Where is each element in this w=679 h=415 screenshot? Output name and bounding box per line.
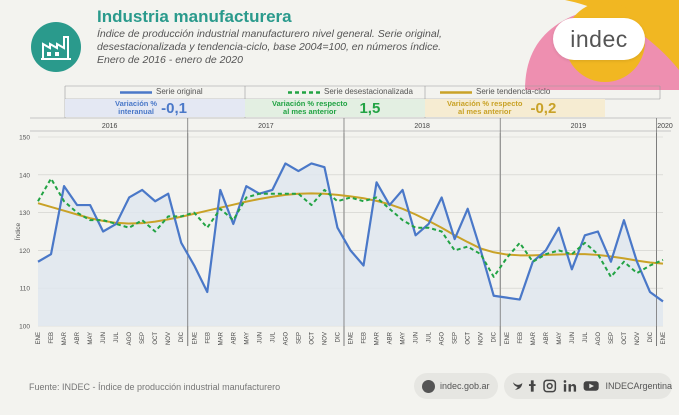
stat-tendencia: Variación % respecto al mes anterior -0,… (447, 99, 557, 117)
instagram-icon[interactable] (543, 379, 557, 393)
facebook-icon[interactable] (528, 380, 536, 392)
x-tick-label: ENE (36, 332, 42, 344)
x-tick-label: DIC (179, 331, 185, 342)
factory-icon (31, 22, 81, 72)
indec-small-icon (422, 379, 435, 393)
chart: 2016 2017 2018 2019 2020 100 110 120 130 140 150 Ín… (13, 117, 673, 346)
website-pill[interactable]: indec.gob.ar (414, 373, 498, 399)
year-label: 2020 (657, 123, 673, 130)
stat-interanual: Variación % interanual -0,1 (115, 99, 187, 117)
x-tick-label: OCT (153, 332, 159, 345)
x-tick-label: JUL (270, 331, 276, 342)
x-tick-label: MAR (62, 331, 68, 345)
x-tick-label: JUL (427, 331, 433, 342)
x-tick-label: AGO (440, 332, 446, 346)
x-tick-label: JUL (114, 331, 120, 342)
x-tick-label: DIC (335, 331, 341, 342)
x-tick-label: AGO (596, 332, 602, 346)
twitter-icon[interactable] (512, 382, 523, 390)
x-tick-label: NOV (166, 332, 172, 345)
x-tick-label: ENE (661, 332, 667, 344)
x-tick-label: FEB (362, 332, 368, 344)
x-tick-label: MAR (375, 331, 381, 345)
x-tick-label: JUN (570, 332, 576, 344)
x-tick-label: ENE (349, 332, 355, 344)
y-tick-label: 100 (19, 324, 30, 331)
legend-original: Serie original (156, 87, 203, 96)
x-tick-label: MAR (218, 331, 224, 345)
x-tick-label: NOV (479, 332, 485, 345)
y-tick-label: 130 (19, 210, 30, 217)
x-tick-label: FEB (205, 332, 211, 344)
x-tick-label: ENE (505, 332, 511, 344)
x-tick-label: OCT (622, 332, 628, 345)
y-tick-label: 140 (19, 172, 30, 179)
x-tick-label: SEP (296, 332, 302, 344)
x-tick-label: MAY (401, 332, 407, 345)
stat-interanual-value: -0,1 (161, 99, 187, 117)
series-line-desest (37, 177, 664, 278)
x-tick-label: JUN (414, 332, 420, 344)
source-note: Fuente: INDEC - Índice de producción ind… (29, 382, 281, 392)
x-tick-label: MAY (244, 332, 250, 345)
x-tick-label: OCT (466, 332, 472, 345)
x-tick-label: SEP (453, 332, 459, 344)
year-label: 2018 (414, 123, 430, 130)
x-tick-label: MAR (531, 331, 537, 345)
y-tick-label: 110 (20, 286, 31, 293)
x-tick-label: ABR (544, 331, 550, 344)
year-label: 2019 (571, 123, 587, 130)
x-tick-label: JUN (101, 332, 107, 344)
x-tick-label: FEB (518, 332, 524, 344)
youtube-icon[interactable] (583, 381, 599, 391)
x-tick-label: MAY (557, 332, 563, 345)
page-title: Industria manufacturera (97, 7, 292, 26)
y-tick-label: 150 (19, 135, 30, 142)
x-tick-label: AGO (283, 332, 289, 346)
social-handle[interactable]: INDECArgentina (605, 381, 672, 391)
x-tick-label: FEB (49, 332, 55, 344)
x-tick-label: DIC (648, 331, 654, 342)
stat-desest: Variación % respecto al mes anterior 1,5 (272, 99, 381, 117)
x-tick-label: MAY (88, 332, 94, 345)
x-tick-label: ABR (231, 331, 237, 344)
series-line-tendencia (37, 192, 664, 265)
linkedin-icon[interactable] (563, 380, 577, 392)
x-tick-label: SEP (140, 332, 146, 344)
year-label: 2017 (258, 123, 274, 130)
x-tick-label: JUL (583, 331, 589, 342)
y-tick-label: 120 (19, 248, 30, 255)
indec-logo[interactable]: indec (553, 18, 645, 60)
x-tick-label: ABR (75, 331, 81, 344)
x-tick-label: DIC (492, 331, 498, 342)
legend-panel (64, 85, 661, 118)
x-tick-label: NOV (635, 332, 641, 345)
page-subtitle: Índice de producción industrial manufact… (97, 28, 442, 66)
year-label: 2016 (102, 123, 118, 130)
stat-tendencia-value: -0,2 (530, 99, 557, 117)
y-axis-label: Índice (13, 222, 22, 240)
x-tick-label: AGO (127, 332, 133, 346)
x-tick-label: ABR (388, 331, 394, 344)
x-tick-label: ENE (192, 332, 198, 344)
legend-desest: Serie desestacionalizada (324, 87, 413, 96)
stat-desest-value: 1,5 (359, 99, 381, 117)
series-line-original (37, 162, 664, 303)
website-link[interactable]: indec.gob.ar (440, 381, 490, 391)
legend-tendencia: Serie tendencia-ciclo (476, 87, 551, 96)
x-tick-label: JUN (257, 332, 263, 344)
x-tick-label: NOV (322, 332, 328, 345)
social-pill: INDECArgentina (504, 373, 672, 399)
x-tick-label: SEP (609, 332, 615, 344)
original-area (38, 163, 663, 326)
x-tick-label: OCT (309, 332, 315, 345)
